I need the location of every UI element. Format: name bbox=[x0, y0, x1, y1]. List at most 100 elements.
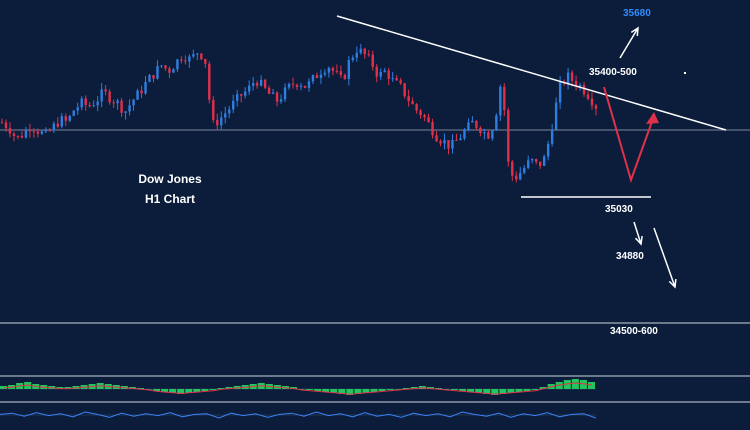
candle-body bbox=[283, 87, 287, 100]
candle-body bbox=[116, 100, 119, 104]
candle-body bbox=[267, 87, 271, 94]
macd-bar bbox=[161, 389, 169, 392]
candle-body bbox=[311, 75, 315, 82]
candle-body bbox=[427, 117, 430, 123]
macd-bar bbox=[483, 389, 491, 394]
candle-body bbox=[164, 65, 167, 69]
candle-body bbox=[371, 54, 374, 67]
candle-body bbox=[578, 84, 582, 87]
candle-body bbox=[475, 120, 478, 128]
macd-signal-line bbox=[3, 382, 593, 395]
candle-body bbox=[483, 132, 486, 134]
arrow-up bbox=[619, 27, 639, 59]
candle-body bbox=[463, 130, 466, 139]
candle-body bbox=[586, 94, 590, 99]
macd-bar bbox=[330, 389, 338, 393]
candle-body bbox=[451, 139, 454, 149]
candle-body bbox=[28, 130, 32, 132]
candle-body bbox=[52, 123, 56, 131]
candle-body bbox=[228, 109, 231, 114]
target-down-2-label: 34500-600 bbox=[610, 326, 658, 337]
candle-body bbox=[487, 132, 490, 139]
candle-body bbox=[507, 110, 510, 162]
macd-bar bbox=[531, 389, 539, 390]
candle-body bbox=[439, 141, 442, 144]
macd-bar bbox=[128, 387, 136, 389]
candle-body bbox=[64, 116, 67, 121]
candle-body bbox=[160, 65, 163, 67]
candle-body bbox=[24, 130, 28, 138]
candle-body bbox=[255, 83, 259, 86]
candle-body bbox=[554, 102, 558, 130]
candle-body bbox=[431, 122, 434, 136]
descending-trendline bbox=[336, 15, 727, 131]
candle-body bbox=[455, 139, 458, 141]
candle-body bbox=[299, 85, 303, 87]
candle-body bbox=[574, 80, 578, 87]
annotation-overlays bbox=[336, 15, 727, 289]
candle-body bbox=[48, 130, 52, 132]
candle-body bbox=[76, 107, 79, 111]
candle-body bbox=[172, 69, 175, 73]
candle-body bbox=[128, 105, 131, 112]
candle-body bbox=[423, 115, 426, 118]
candle-body bbox=[247, 85, 251, 92]
candle-body bbox=[558, 81, 562, 103]
macd-bar bbox=[491, 389, 499, 395]
candle-body bbox=[395, 78, 398, 81]
candle-body bbox=[12, 133, 16, 136]
candle-body bbox=[479, 127, 482, 133]
oscillator-panel bbox=[0, 411, 597, 419]
candle-body bbox=[236, 94, 239, 101]
candle-body bbox=[403, 83, 406, 97]
projection-v bbox=[603, 86, 655, 184]
candle-body bbox=[499, 86, 502, 116]
candle-body bbox=[152, 75, 155, 79]
panel-separators bbox=[0, 129, 750, 403]
candle-body bbox=[367, 54, 370, 56]
macd-bar bbox=[434, 388, 442, 389]
macd-bar bbox=[169, 389, 177, 393]
candle-body bbox=[303, 85, 307, 88]
candle-body bbox=[259, 79, 263, 86]
candle-body bbox=[491, 130, 494, 139]
candle-body bbox=[335, 70, 339, 72]
candle-body bbox=[542, 156, 546, 166]
candle-body bbox=[503, 86, 506, 111]
candle-body bbox=[0, 122, 4, 124]
macd-bar bbox=[426, 387, 434, 389]
candle-body bbox=[124, 111, 127, 113]
candle-body bbox=[590, 98, 594, 106]
candle-body bbox=[44, 130, 48, 132]
candle-body bbox=[399, 80, 402, 84]
candle-body bbox=[535, 159, 538, 162]
candle-body bbox=[495, 115, 498, 131]
target-down-1-label: 34880 bbox=[616, 251, 644, 262]
macd-bar bbox=[153, 389, 161, 391]
candle-body bbox=[363, 48, 366, 55]
macd-bar bbox=[402, 388, 410, 389]
macd-bar bbox=[579, 380, 587, 389]
candle-body bbox=[180, 59, 183, 61]
candle-body bbox=[387, 70, 390, 79]
candle-body bbox=[20, 135, 24, 138]
macd-bar bbox=[467, 389, 475, 392]
macd-bar bbox=[539, 387, 547, 389]
candle-body bbox=[136, 90, 139, 100]
macd-bar bbox=[201, 389, 209, 391]
macd-bar bbox=[0, 386, 8, 389]
macd-bar bbox=[410, 387, 418, 389]
macd-bar bbox=[306, 389, 314, 390]
candle-body bbox=[538, 161, 542, 166]
candle-body bbox=[72, 110, 75, 116]
candle-body bbox=[40, 131, 44, 134]
macd-bar bbox=[571, 379, 579, 389]
candle-body bbox=[144, 81, 147, 94]
candle-body bbox=[112, 102, 115, 104]
candle-body bbox=[523, 167, 526, 173]
macd-bar bbox=[193, 389, 201, 392]
candle-body bbox=[307, 81, 311, 88]
macd-bar bbox=[289, 387, 297, 389]
candle-body bbox=[351, 57, 355, 61]
candle-body bbox=[459, 138, 462, 141]
